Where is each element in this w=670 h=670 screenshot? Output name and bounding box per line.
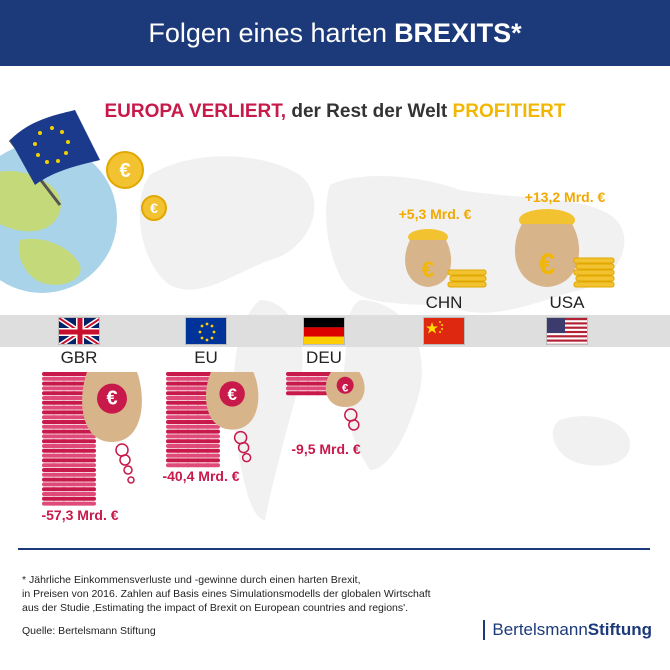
loss-sack-coin-eu	[219, 381, 245, 407]
svg-text:€: €	[539, 248, 556, 281]
loss-dropping-coin-deu	[348, 419, 360, 431]
loss-coin-gbr	[82, 472, 96, 477]
loss-coin-gbr	[82, 463, 96, 468]
loss-coin-gbr	[82, 468, 96, 472]
value-label-usa: +13,2 Mrd. €	[524, 189, 606, 205]
loss-coin-gbr	[82, 492, 96, 496]
header-title-bold: BREXITS*	[394, 17, 522, 48]
loss-coin-eu	[206, 444, 220, 448]
logo-part-1: Bertelsmann	[492, 620, 588, 639]
loss-coin-eu	[206, 463, 220, 468]
germany-flag-icon	[303, 317, 345, 345]
footnote-line-1: * Jährliche Einkommensverluste und -gewi…	[22, 574, 361, 586]
loss-coin-eu	[206, 429, 220, 434]
globe-icon	[0, 143, 117, 293]
loss-dropping-coin-gbr	[123, 465, 133, 475]
loss-coin-gbr	[82, 496, 96, 501]
loss-coin-gbr	[82, 501, 96, 506]
country-label-deu: DEU	[306, 348, 342, 367]
loss-coin-eu	[206, 424, 220, 429]
country-label-eu: EU	[194, 348, 218, 367]
source-text: Quelle: Bertelsmann Stiftung	[22, 625, 156, 637]
loss-sack-coin-gbr	[97, 383, 127, 414]
footer-divider	[18, 548, 650, 550]
footnote-line-2: in Preisen von 2016. Zahlen auf Basis ei…	[22, 588, 431, 600]
loss-coin-eu	[206, 439, 220, 444]
subtitle-lose: EUROPA VERLIERT,	[104, 101, 287, 122]
bertelsmann-logo: BertelsmannStiftung	[483, 620, 652, 640]
loss-sack-coin-deu	[336, 376, 354, 394]
value-label-deu: -9,5 Mrd. €	[291, 441, 361, 457]
svg-text:€: €	[422, 257, 434, 282]
loss-coin-gbr	[82, 453, 96, 458]
value-label-eu: -40,4 Mrd. €	[162, 468, 240, 484]
loss-coin-eu	[206, 434, 220, 439]
country-label-chn: CHN	[425, 293, 463, 312]
loss-dropping-coin-eu	[233, 430, 248, 445]
money-sack-icon: € €	[405, 209, 580, 287]
eu-small-flag-icon	[185, 317, 227, 345]
subtitle-gain: PROFITIERT	[452, 101, 566, 122]
eu-flag-icon	[8, 110, 100, 206]
loss-euro-symbol-deu: €	[342, 382, 349, 394]
value-label-chn: +5,3 Mrd. €	[398, 206, 472, 222]
loss-euro-symbol-eu: €	[227, 385, 237, 404]
china-flag-icon	[423, 317, 465, 345]
svg-text:€: €	[150, 200, 158, 216]
loss-coin-gbr	[82, 458, 96, 463]
uk-flag-icon	[58, 317, 100, 345]
euro-coin-icon: € €	[106, 151, 167, 221]
header-title: Folgen eines harten	[148, 17, 388, 48]
loss-dropping-coin-eu	[241, 452, 252, 463]
loss-coin-gbr	[82, 444, 96, 448]
loss-dropping-coin-gbr	[127, 476, 135, 484]
loss-euro-symbol-gbr: €	[106, 388, 117, 410]
loss-coin-eu	[206, 458, 220, 463]
loss-coin-eu	[206, 453, 220, 458]
subtitle-middle: der Rest der Welt	[286, 101, 453, 122]
coin-stack-icon	[447, 257, 615, 288]
loss-dropping-coin-gbr	[115, 443, 129, 457]
country-label-gbr: GBR	[60, 348, 98, 367]
loss-dropping-coin-gbr	[119, 454, 131, 466]
loss-dropping-coin-eu	[237, 441, 250, 454]
usa-flag-icon	[546, 317, 588, 345]
loss-dropping-coin-deu	[344, 408, 358, 422]
loss-coin-eu	[206, 448, 220, 453]
footnote: * Jährliche Einkommensverluste und -gewi…	[22, 573, 431, 615]
loss-coin-gbr	[82, 448, 96, 453]
loss-coin-gbr	[82, 477, 96, 482]
loss-coin-gbr	[82, 482, 96, 487]
logo-part-2: Stiftung	[587, 620, 652, 639]
loss-coin-gbr	[82, 434, 96, 439]
value-label-gbr: -57,3 Mrd. €	[41, 507, 119, 523]
subtitle: EUROPA VERLIERT, der Rest der Welt PROFI…	[0, 101, 670, 123]
loss-coin-gbr	[82, 487, 96, 492]
country-label-usa: USA	[549, 293, 585, 312]
header-banner: Folgen eines harten BREXITS*	[0, 0, 670, 66]
svg-text:€: €	[119, 160, 130, 182]
loss-coin-gbr	[82, 439, 96, 444]
footnote-line-3: aus der Studie ‚Estimating the impact of…	[22, 602, 409, 614]
